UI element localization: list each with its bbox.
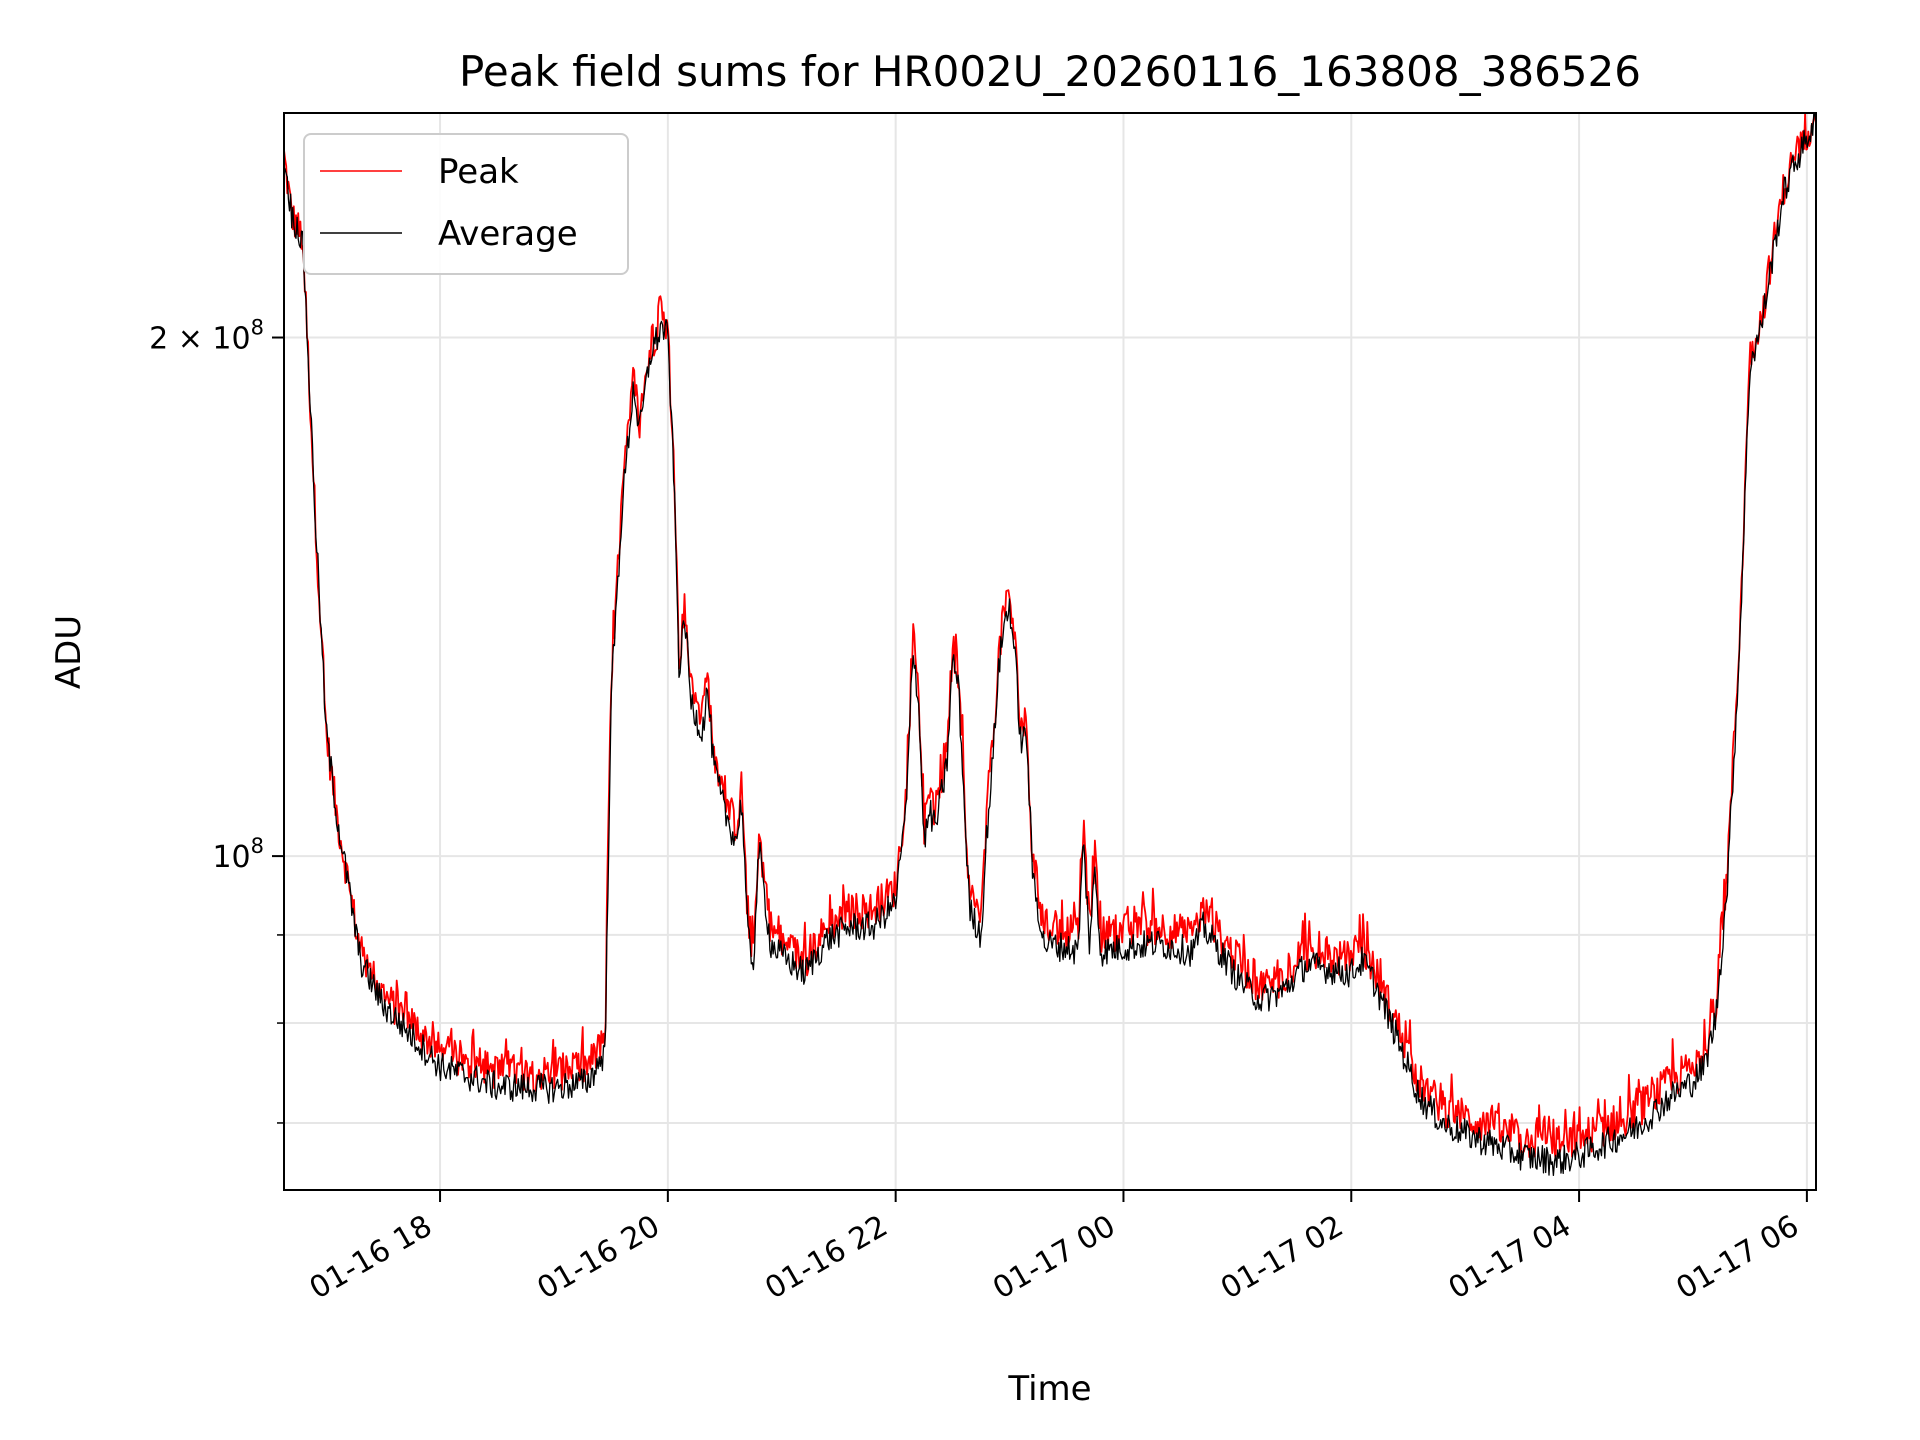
series-group — [283, 112, 1817, 1177]
y-tick-label: 2 × 108 — [149, 316, 264, 357]
legend-label-average: Average — [438, 214, 578, 254]
x-axis-label: Time — [1007, 1369, 1091, 1409]
legend-box — [303, 133, 629, 275]
chart-title: Peak field sums for HR002U_20260116_1638… — [459, 47, 1641, 96]
legend-label-peak: Peak — [438, 152, 519, 192]
legend: Peak Average — [303, 133, 629, 275]
plot-area-frame — [283, 112, 1817, 1191]
y-axis-label: ADU — [49, 615, 89, 689]
series-line-average — [283, 112, 1817, 1177]
series-line-peak — [283, 112, 1817, 1161]
y-tick-label: 108 — [212, 834, 264, 875]
